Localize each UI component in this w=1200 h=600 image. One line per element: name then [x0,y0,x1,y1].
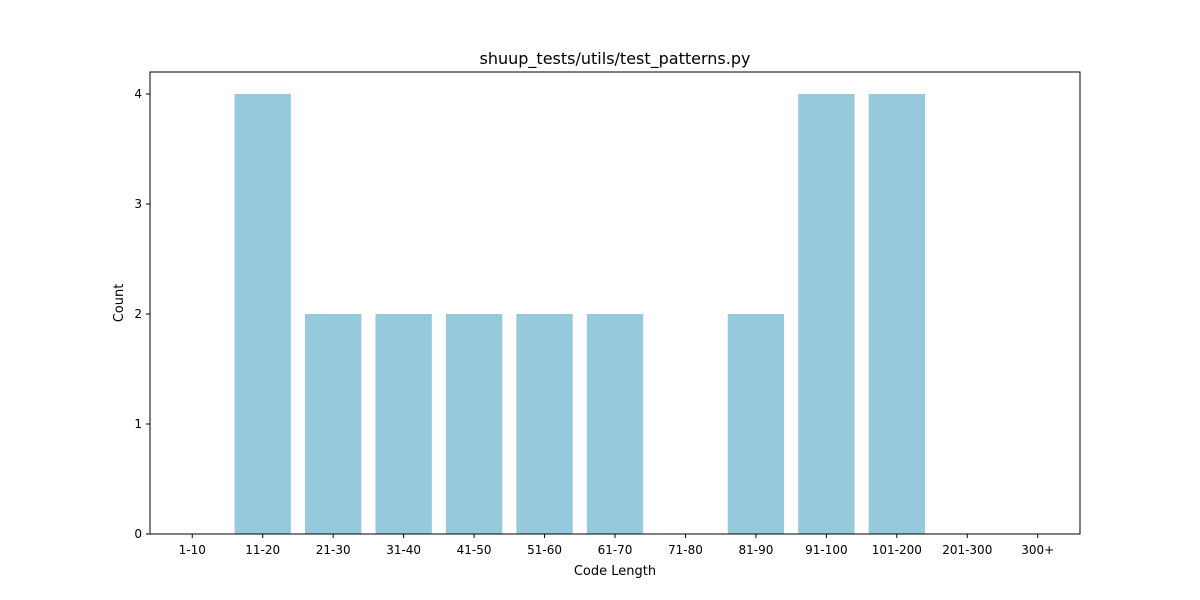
bar-11-20 [234,94,291,534]
x-tick-label: 21-30 [316,543,351,557]
bar-91-100 [798,94,855,534]
x-tick-label: 1-10 [179,543,206,557]
x-tick-label: 101-200 [872,543,922,557]
bar-101-200 [868,94,925,534]
x-tick-label: 201-300 [942,543,992,557]
x-tick-label: 11-20 [245,543,280,557]
y-tick-label: 0 [134,527,142,541]
bars-layer [234,94,925,534]
x-axis-label: Code Length [574,564,656,579]
bar-31-40 [375,314,432,534]
x-axis-ticks: 1-10 11-20 21-30 31-40 41-50 51-60 61-70 71-80 8… [179,534,1054,557]
x-tick-label: 81-90 [738,543,773,557]
bar-61-70 [586,314,644,534]
x-tick-label: 71-80 [668,543,703,557]
y-axis-ticks: 0 1 2 3 4 [134,87,150,541]
y-axis-label: Count [112,284,127,323]
bar-51-60 [516,314,573,534]
y-tick-label: 3 [134,197,142,211]
y-tick-label: 2 [134,307,142,321]
chart-title: shuup_tests/utils/test_patterns.py [480,49,751,69]
y-tick-label: 4 [134,87,142,101]
x-tick-label: 51-60 [527,543,562,557]
x-tick-label: 61-70 [598,543,633,557]
x-tick-label: 41-50 [457,543,492,557]
x-tick-label: 31-40 [386,543,421,557]
x-tick-label: 91-100 [805,543,848,557]
y-tick-label: 1 [134,417,142,431]
bar-41-50 [445,314,503,534]
bar-21-30 [305,314,362,534]
x-tick-label: 300+ [1021,543,1054,557]
bar-81-90 [727,314,785,534]
plot-area-frame [149,71,1081,535]
